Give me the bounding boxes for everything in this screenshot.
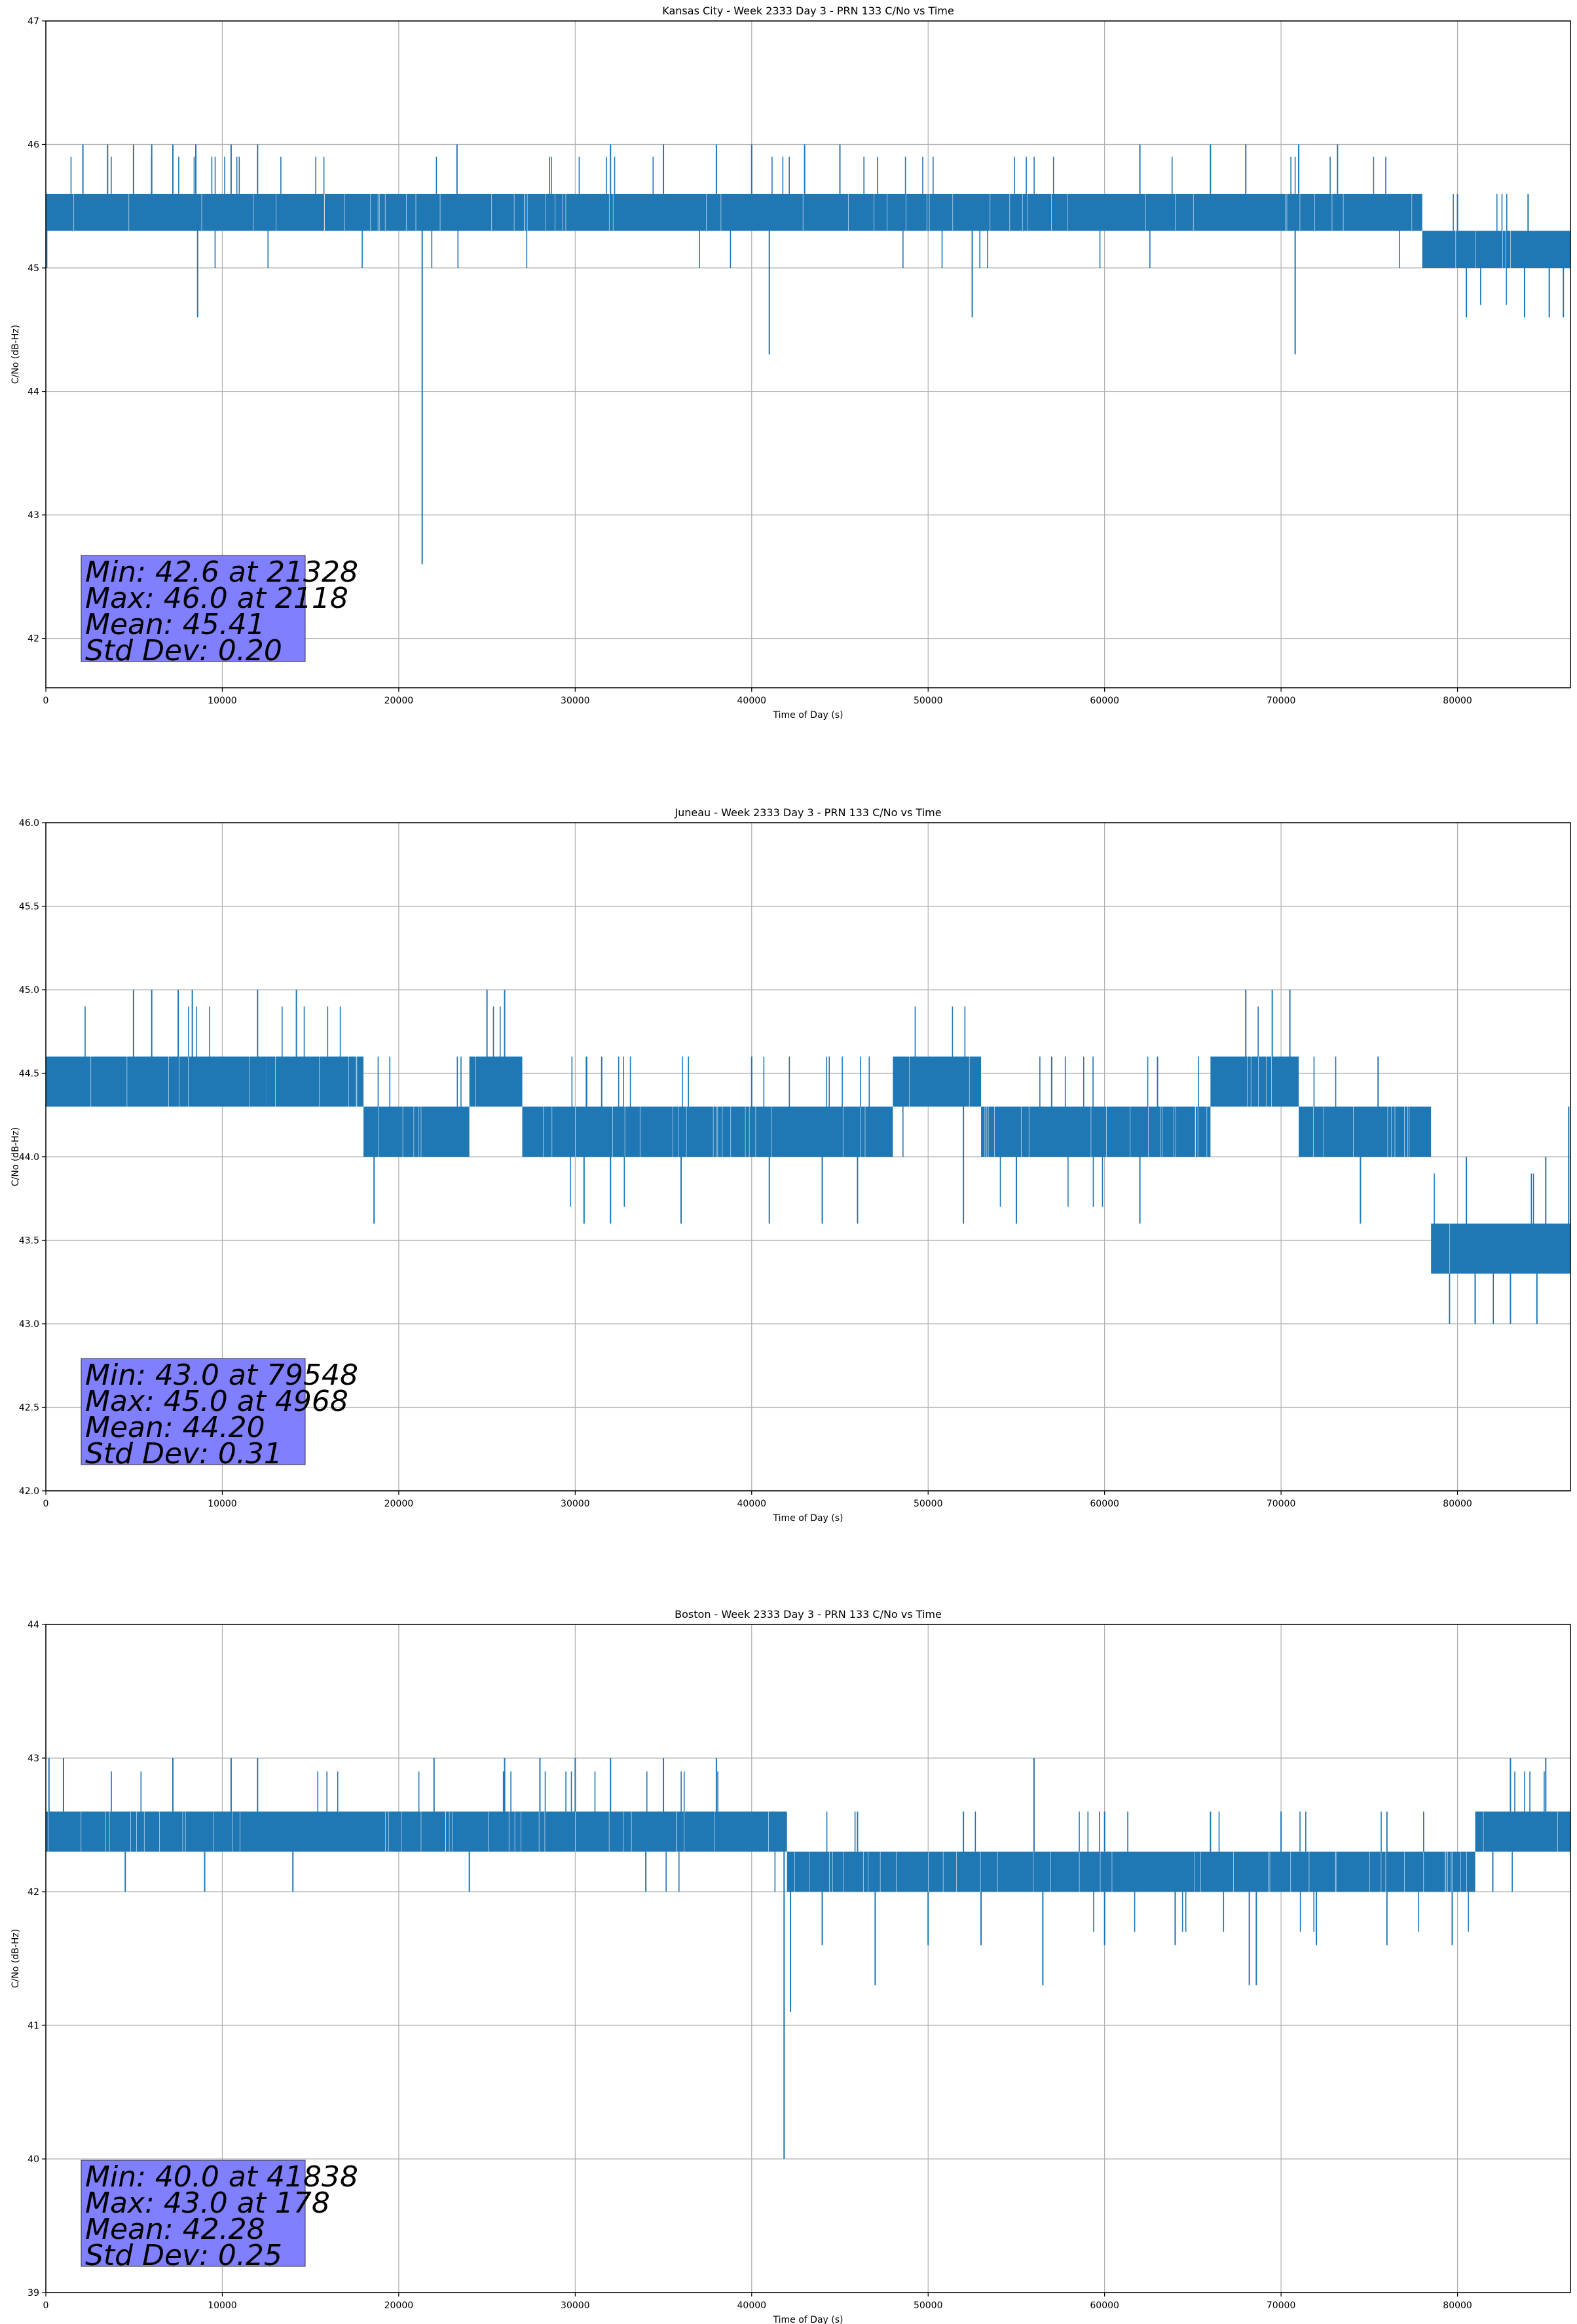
y-tick-label: 42.5	[19, 1403, 39, 1414]
x-tick-label: 50000	[914, 1499, 943, 1509]
x-tick-label: 50000	[914, 2300, 943, 2311]
x-tick-label: 40000	[737, 696, 767, 706]
x-tick-label: 40000	[737, 2300, 767, 2311]
stats-max: Max: 43.0 at 178	[85, 2186, 330, 2220]
signal-band	[522, 1106, 893, 1157]
y-tick-label: 44	[28, 1620, 39, 1630]
signal-band	[222, 193, 1422, 231]
x-tick-label: 30000	[561, 2300, 590, 2311]
y-tick-label: 45.5	[19, 902, 39, 912]
y-tick-label: 45	[28, 263, 39, 274]
x-tick-label: 40000	[737, 1499, 767, 1509]
chart-panel-1: 0 10000 20000 30000 40000 50000 60000 70000 8000…	[10, 5, 1571, 721]
y-tick-label: 46.0	[19, 818, 39, 829]
y-tick-label: 46	[28, 140, 39, 151]
stats-std: Std Dev: 0.20	[85, 634, 282, 667]
signal-band	[1422, 231, 1570, 269]
x-tick-label: 80000	[1443, 2300, 1472, 2311]
signal-band	[1299, 1106, 1432, 1157]
stats-mean: Mean: 44.20	[85, 1411, 265, 1444]
chart-panel-2: 0 10000 20000 30000 40000 50000 60000 70000 8000…	[10, 806, 1571, 1524]
chart-title: Kansas City - Week 2333 Day 3 - PRN 133 …	[662, 5, 954, 17]
y-tick-label: 42	[28, 1887, 39, 1898]
y-tick-label: 42.0	[19, 1486, 39, 1497]
grid	[45, 822, 1570, 1491]
stats-mean: Mean: 45.41	[85, 608, 265, 641]
x-tick-label: 50000	[914, 696, 943, 706]
x-tick-label: 60000	[1090, 2300, 1119, 2311]
y-tick-label: 43	[28, 510, 39, 521]
signal-band	[46, 1811, 787, 1852]
x-tick-label: 0	[43, 696, 49, 706]
x-tick-label: 70000	[1267, 1499, 1296, 1509]
signal-band	[469, 1057, 523, 1107]
chart-panel-3: 0 10000 20000 30000 40000 50000 60000 70000 8000…	[10, 1608, 1571, 2324]
signal-band	[1431, 1224, 1570, 1274]
stats-max: Max: 45.0 at 4968	[85, 1385, 348, 1418]
y-axis-label: C/No (dB-Hz)	[10, 1929, 21, 1988]
chart-title: Boston - Week 2333 Day 3 - PRN 133 C/No …	[675, 1608, 942, 1621]
x-tick-label: 10000	[208, 696, 237, 706]
stats-std: Std Dev: 0.25	[85, 2239, 282, 2272]
stats-min: Min: 42.6 at 21328	[85, 555, 358, 589]
x-tick-label: 10000	[208, 1499, 237, 1509]
signal-band	[1210, 1057, 1299, 1107]
x-tick-label: 0	[43, 2300, 49, 2311]
y-axis-label: C/No (dB-Hz)	[10, 1127, 21, 1186]
stats-min: Min: 40.0 at 41838	[85, 2160, 358, 2194]
signal-band	[363, 1106, 470, 1157]
y-axis-label: C/No (dB-Hz)	[10, 325, 21, 384]
x-tick-label: 70000	[1267, 696, 1296, 706]
y-tick-label: 47	[28, 16, 39, 27]
x-tick-label: 10000	[208, 2300, 237, 2311]
y-tick-label: 42	[28, 634, 39, 645]
signal-band	[46, 193, 223, 231]
stats-mean: Mean: 42.28	[85, 2213, 265, 2246]
stats-std: Std Dev: 0.31	[85, 1437, 282, 1471]
y-tick-label: 44	[28, 387, 39, 398]
y-tick-label: 43	[28, 1753, 39, 1764]
y-tick-label: 44.5	[19, 1069, 39, 1079]
grid	[45, 20, 1570, 688]
x-tick-label: 30000	[561, 1499, 590, 1509]
x-axis-label: Time of Day (s)	[773, 1513, 844, 1524]
axes-frame	[45, 1624, 1571, 2293]
stats-min: Min: 43.0 at 79548	[85, 1359, 358, 1392]
x-axis-label: Time of Day (s)	[773, 710, 844, 721]
y-tick-label: 44.0	[19, 1152, 39, 1163]
signal-band	[981, 1106, 1211, 1157]
series-c-no	[46, 990, 1570, 1324]
signal-band	[787, 1851, 1475, 1892]
y-tick-label: 39	[28, 2288, 39, 2298]
signal-band	[46, 1057, 267, 1107]
axes-frame	[45, 20, 1571, 688]
x-tick-label: 70000	[1267, 2300, 1296, 2311]
stats-max: Max: 46.0 at 2118	[85, 582, 348, 615]
signal-band	[1475, 1811, 1570, 1852]
series-c-no	[46, 144, 1570, 565]
y-tick-label: 43.0	[19, 1319, 39, 1330]
stats-box	[81, 2160, 306, 2267]
y-tick-label: 41	[28, 2021, 39, 2031]
signal-band	[266, 1057, 363, 1107]
x-tick-label: 60000	[1090, 1499, 1119, 1509]
x-tick-label: 20000	[384, 2300, 414, 2311]
signal-band	[893, 1057, 982, 1107]
x-tick-label: 80000	[1443, 696, 1472, 706]
x-tick-label: 0	[43, 1499, 49, 1509]
x-tick-label: 20000	[384, 696, 414, 706]
y-tick-label: 40	[28, 2154, 39, 2165]
x-axis-label: Time of Day (s)	[773, 2315, 844, 2324]
stats-box	[81, 555, 306, 662]
y-tick-label: 43.5	[19, 1236, 39, 1246]
chart-title: Juneau - Week 2333 Day 3 - PRN 133 C/No …	[674, 806, 941, 819]
x-tick-label: 20000	[384, 1499, 414, 1509]
series-c-no	[46, 1758, 1570, 2159]
stats-box	[81, 1358, 306, 1465]
x-tick-label: 30000	[561, 696, 590, 706]
x-tick-label: 80000	[1443, 1499, 1472, 1509]
x-tick-label: 60000	[1090, 696, 1119, 706]
y-tick-label: 45.0	[19, 985, 39, 996]
